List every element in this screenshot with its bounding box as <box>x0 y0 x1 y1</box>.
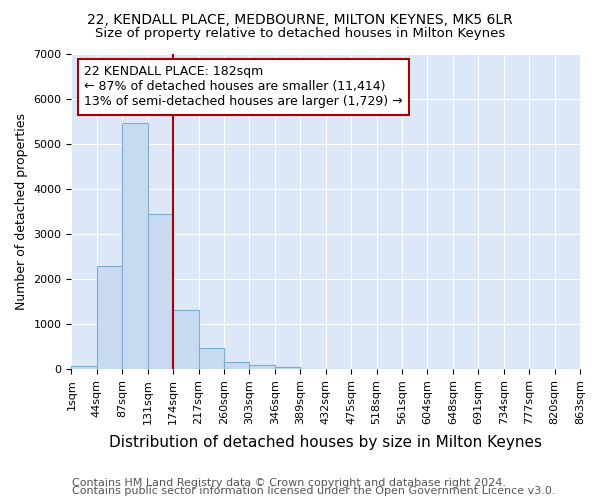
Bar <box>224 362 250 369</box>
Text: 22 KENDALL PLACE: 182sqm
← 87% of detached houses are smaller (11,414)
13% of se: 22 KENDALL PLACE: 182sqm ← 87% of detach… <box>84 66 403 108</box>
Bar <box>71 366 97 369</box>
Bar <box>250 365 275 369</box>
Bar <box>173 310 199 369</box>
X-axis label: Distribution of detached houses by size in Milton Keynes: Distribution of detached houses by size … <box>109 435 542 450</box>
Text: Contains HM Land Registry data © Crown copyright and database right 2024.: Contains HM Land Registry data © Crown c… <box>72 478 506 488</box>
Bar <box>122 123 148 369</box>
Bar <box>199 348 224 369</box>
Y-axis label: Number of detached properties: Number of detached properties <box>15 113 28 310</box>
Text: Contains public sector information licensed under the Open Government Licence v3: Contains public sector information licen… <box>72 486 556 496</box>
Text: Size of property relative to detached houses in Milton Keynes: Size of property relative to detached ho… <box>95 28 505 40</box>
Bar <box>275 366 300 369</box>
Text: 22, KENDALL PLACE, MEDBOURNE, MILTON KEYNES, MK5 6LR: 22, KENDALL PLACE, MEDBOURNE, MILTON KEY… <box>87 12 513 26</box>
Bar <box>97 266 122 369</box>
Bar <box>148 214 173 369</box>
